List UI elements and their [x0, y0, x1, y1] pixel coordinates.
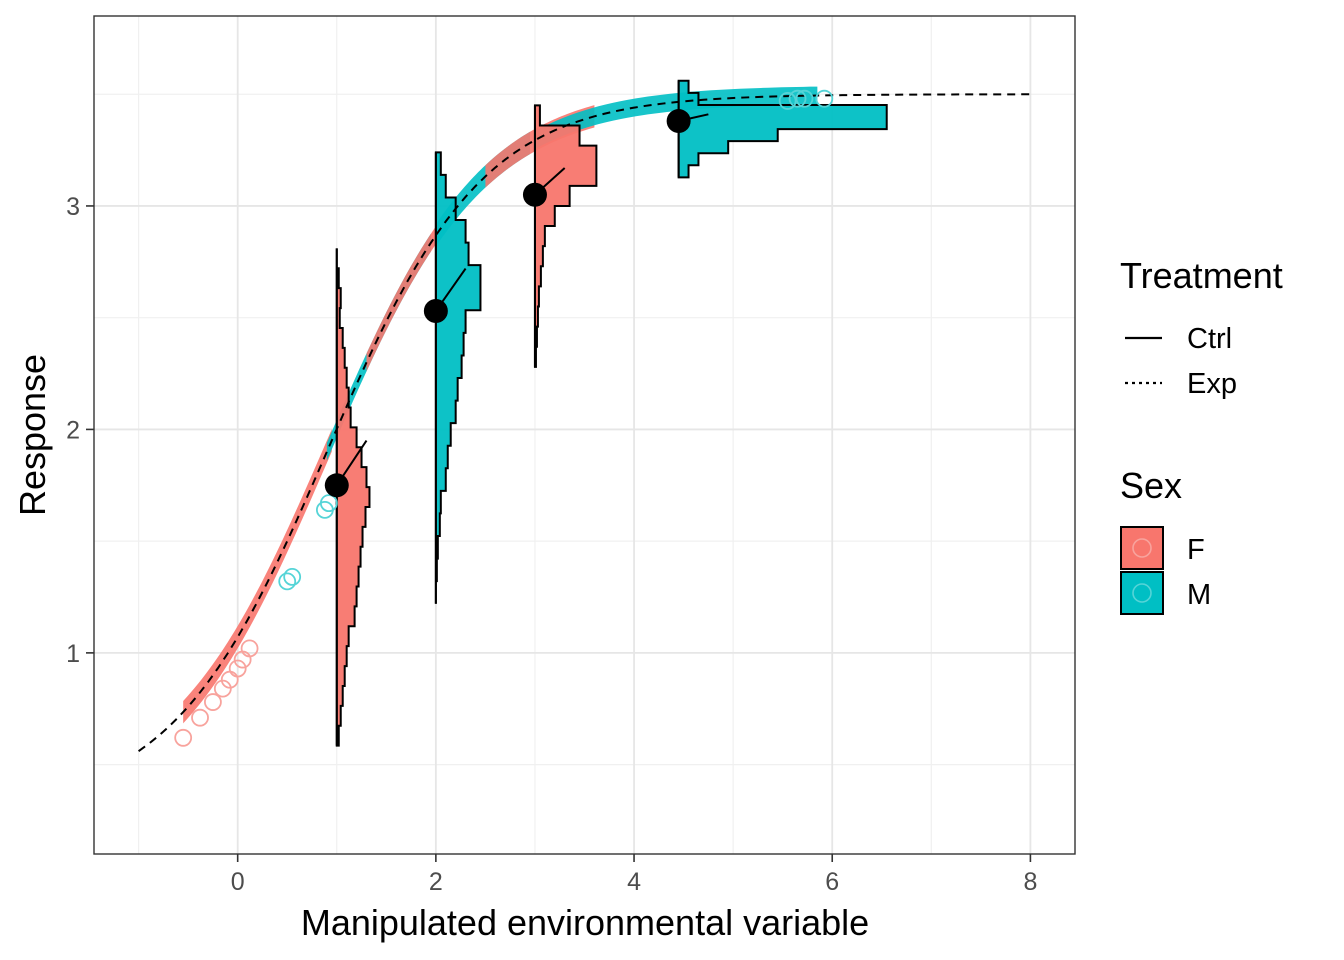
legend-key-m [1120, 571, 1164, 615]
legend-key-m-point [1132, 583, 1152, 603]
observation-m-9 [283, 568, 302, 586]
histograms [335, 79, 888, 747]
x-axis: 0 2 4 6 8 [231, 854, 1037, 896]
observation-m-11 [319, 494, 338, 513]
histogram-m-3 [677, 79, 888, 179]
observation-f-1 [191, 708, 209, 727]
legend-label-m: M [1187, 579, 1211, 611]
legend-key-f-point [1132, 538, 1152, 558]
observation-m-14 [795, 89, 814, 108]
histogram-m-1 [434, 151, 482, 604]
y-tick-label: 2 [66, 416, 80, 444]
observation-f-7 [240, 639, 259, 658]
mean-point-1 [423, 298, 448, 323]
fitted-line [138, 93, 1031, 752]
histogram-f-0 [335, 248, 371, 747]
observation-points [174, 89, 834, 747]
mean-point-2 [522, 182, 547, 207]
legend-treatment: Treatment Ctrl Exp [1120, 255, 1283, 400]
mean-point-0 [324, 473, 349, 498]
legend-label-ctrl: Ctrl [1187, 323, 1232, 355]
fitted-line-path [138, 93, 1031, 752]
histogram-f-2 [533, 104, 598, 368]
observation-m-12 [778, 92, 797, 110]
legend-sex-title: Sex [1120, 465, 1182, 506]
mean-point-3 [666, 109, 691, 134]
ribbon-m-5 [534, 86, 818, 150]
observation-m-15 [815, 89, 834, 108]
y-tick-label: 1 [66, 640, 80, 668]
observation-m-8 [278, 572, 297, 591]
x-tick-label: 8 [1023, 868, 1037, 896]
x-tick-label: 4 [627, 868, 641, 896]
y-axis: 1 2 3 [66, 193, 94, 668]
x-tick-label: 6 [825, 868, 839, 896]
legend-treatment-title: Treatment [1120, 255, 1283, 296]
panel-border [93, 15, 1076, 855]
ribbon-f-0 [183, 429, 332, 724]
observation-f-5 [228, 659, 247, 678]
legend-sex: Sex F M [1120, 465, 1211, 615]
legend-key-f [1120, 526, 1164, 570]
panel-background [94, 16, 1075, 854]
observation-f-2 [204, 693, 222, 711]
y-axis-title: Response [12, 354, 53, 516]
observation-m-13 [788, 89, 807, 108]
legend-label-exp: Exp [1187, 368, 1237, 400]
x-tick-label: 0 [231, 868, 245, 896]
x-axis-title: Manipulated environmental variable [301, 902, 869, 943]
x-tick-label: 2 [429, 868, 443, 896]
observation-f-3 [213, 679, 232, 698]
y-tick-label: 3 [66, 193, 80, 221]
legend-label-f: F [1187, 534, 1205, 566]
observation-f-0 [174, 728, 193, 747]
mean-points [324, 109, 691, 498]
